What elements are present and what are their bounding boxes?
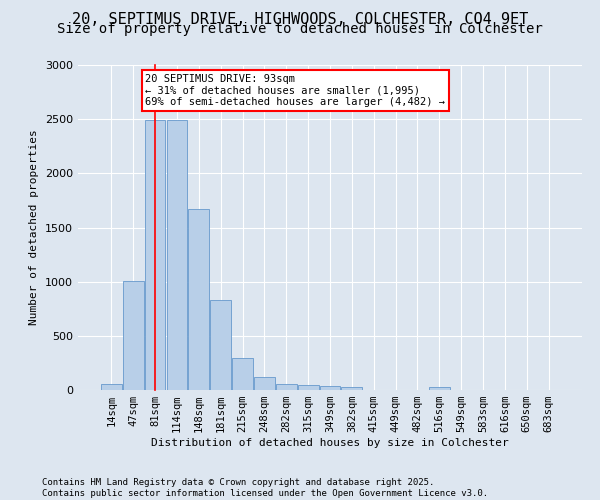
- Bar: [341, 387, 362, 390]
- Bar: [429, 388, 450, 390]
- Bar: [101, 384, 122, 390]
- Text: 20 SEPTIMUS DRIVE: 93sqm
← 31% of detached houses are smaller (1,995)
69% of sem: 20 SEPTIMUS DRIVE: 93sqm ← 31% of detach…: [145, 74, 445, 107]
- Bar: [188, 209, 209, 390]
- Bar: [276, 384, 296, 390]
- Y-axis label: Number of detached properties: Number of detached properties: [29, 130, 40, 326]
- Bar: [123, 281, 143, 390]
- Bar: [320, 386, 340, 390]
- Bar: [167, 120, 187, 390]
- Text: Contains HM Land Registry data © Crown copyright and database right 2025.
Contai: Contains HM Land Registry data © Crown c…: [42, 478, 488, 498]
- Bar: [232, 358, 253, 390]
- Text: Size of property relative to detached houses in Colchester: Size of property relative to detached ho…: [57, 22, 543, 36]
- Text: 20, SEPTIMUS DRIVE, HIGHWOODS, COLCHESTER, CO4 9ET: 20, SEPTIMUS DRIVE, HIGHWOODS, COLCHESTE…: [72, 12, 528, 28]
- X-axis label: Distribution of detached houses by size in Colchester: Distribution of detached houses by size …: [151, 438, 509, 448]
- Bar: [298, 384, 319, 390]
- Bar: [254, 377, 275, 390]
- Bar: [210, 300, 231, 390]
- Bar: [145, 120, 166, 390]
